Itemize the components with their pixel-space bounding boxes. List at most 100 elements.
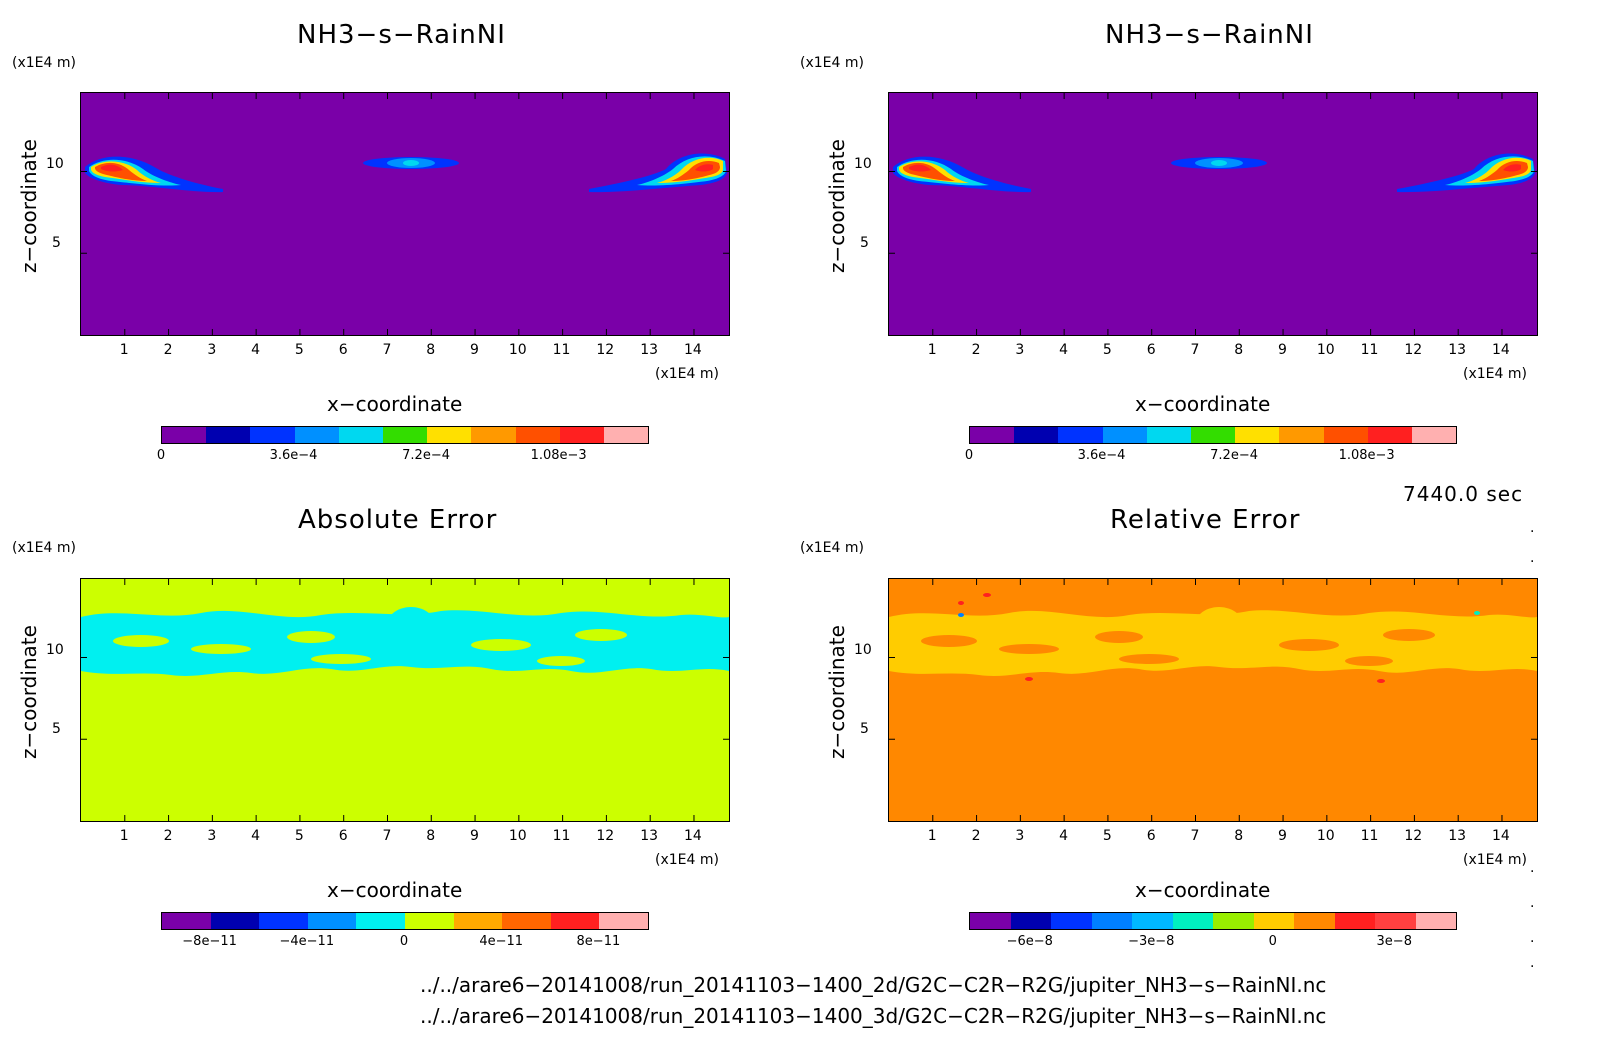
colorbar-swatch [206,427,251,443]
colorbar-swatch [453,913,503,929]
contour-right-plume [1397,153,1535,193]
y-tick-10: 10 [46,156,64,172]
colorbar-swatch [970,427,1015,443]
x-tick-14: 14 [683,342,702,358]
colorbar-label: 3.6e−4 [269,448,318,463]
colorbar-label: 8e−11 [576,934,621,949]
contour-center-plume [1171,157,1267,169]
x-unit-label: (x1E4 m) [1463,852,1527,868]
colorbar-swatch [1411,427,1457,443]
x-axis-label: x−coordinate [1135,392,1271,416]
x-tick-14: 14 [683,828,702,844]
y-tick-5: 5 [860,235,869,251]
colorbar-label: −8e−11 [182,934,237,949]
colorbar-swatch [1235,427,1280,443]
colorbar-swatch [1091,913,1132,929]
x-tick-12: 12 [596,828,615,844]
x-tick-13: 13 [1448,828,1467,844]
colorbar-label: 1.08e−3 [530,448,587,463]
colorbar-swatch [294,427,339,443]
colorbar-swatch [259,913,308,929]
y-axis-label: z−coordinate [824,139,849,273]
colorbar-label: 4e−11 [479,934,524,949]
heatmap-area [80,578,730,822]
colorbar [161,426,649,444]
y-axis-label: z−coordinate [824,625,849,759]
x-tick-10: 10 [1316,342,1335,358]
colorbar-swatch [427,427,472,443]
colorbar-swatch [970,913,1011,929]
x-axis-label: x−coordinate [327,878,463,902]
colorbar-swatch [471,427,516,443]
x-tick-7: 7 [1190,828,1200,844]
x-tick-4: 4 [251,828,261,844]
x-tick-13: 13 [640,828,659,844]
colorbar-swatch [1323,427,1368,443]
file-path-2d: ../../arare6−20141008/run_20141103−1400_… [420,973,1327,997]
colorbar-swatch [162,913,211,929]
colorbar-swatch [1253,913,1294,929]
x-tick-9: 9 [1278,342,1287,358]
x-tick-7: 7 [382,828,392,844]
x-tick-4: 4 [251,342,261,358]
x-tick-4: 4 [1059,828,1069,844]
x-tick-1: 1 [927,828,937,844]
y-unit-label: (x1E4 m) [800,55,864,71]
x-tick-11: 11 [1360,828,1379,844]
contour-left-plume [85,156,223,193]
colorbar-swatch [338,427,383,443]
x-tick-1: 1 [927,342,937,358]
x-unit-label: (x1E4 m) [655,366,719,382]
chart-title: Relative Error [1110,505,1301,535]
colorbar-swatch [1415,913,1456,929]
colorbar-swatch [1172,913,1213,929]
chart-title: NH3−s−RainNI [297,20,506,50]
x-axis-label: x−coordinate [327,392,463,416]
x-tick-10: 10 [508,828,527,844]
x-tick-6: 6 [1146,828,1156,844]
x-tick-13: 13 [1448,342,1467,358]
y-tick-10: 10 [46,642,64,658]
x-tick-11: 11 [552,342,571,358]
x-tick-5: 5 [1102,342,1112,358]
decor-dot: . [1530,930,1535,946]
colorbar [161,912,649,930]
x-unit-label: (x1E4 m) [655,852,719,868]
x-tick-2: 2 [971,828,981,844]
x-tick-11: 11 [1360,342,1379,358]
x-tick-3: 3 [1015,342,1025,358]
y-tick-5: 5 [52,235,61,251]
x-tick-9: 9 [470,342,479,358]
colorbar-swatch [250,427,295,443]
colorbar-swatch [550,913,600,929]
x-tick-13: 13 [640,342,659,358]
y-tick-5: 5 [860,721,869,737]
file-path-3d: ../../arare6−20141008/run_20141103−1400_… [420,1004,1327,1028]
x-tick-8: 8 [1234,828,1244,844]
contour-error-band [81,607,729,676]
colorbar-label: 0 [964,448,974,463]
x-tick-5: 5 [1102,828,1112,844]
time-label: 7440.0 sec [1403,482,1524,506]
colorbar-swatch [307,913,357,929]
x-tick-11: 11 [552,828,571,844]
x-tick-2: 2 [971,342,981,358]
decor-dot: . [1530,550,1535,566]
colorbar-label: 3e−8 [1376,934,1412,949]
x-tick-8: 8 [426,828,436,844]
decor-dot: . [1530,895,1535,911]
x-tick-8: 8 [426,342,436,358]
x-tick-12: 12 [596,342,615,358]
decor-dot: . [1530,860,1535,876]
colorbar-swatch [1132,913,1173,929]
colorbar-label: 0 [1268,934,1277,949]
colorbar-label: −4e−11 [279,934,335,949]
y-tick-10: 10 [854,156,872,172]
x-tick-14: 14 [1491,342,1510,358]
colorbar-swatch [515,427,560,443]
contour-error-gaps [921,629,1435,666]
colorbar-swatch [1146,427,1191,443]
contour-right-plume [589,153,727,193]
x-tick-6: 6 [1146,342,1156,358]
x-tick-12: 12 [1404,342,1423,358]
